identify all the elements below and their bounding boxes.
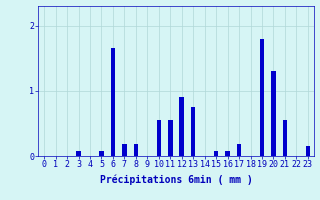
Bar — [76, 151, 81, 156]
X-axis label: Précipitations 6min ( mm ): Précipitations 6min ( mm ) — [100, 175, 252, 185]
Bar — [214, 151, 219, 156]
Bar — [225, 151, 230, 156]
Bar — [271, 71, 276, 156]
Bar — [191, 107, 196, 156]
Bar — [237, 144, 241, 156]
Bar — [156, 120, 161, 156]
Bar — [122, 144, 127, 156]
Bar — [99, 151, 104, 156]
Bar — [283, 120, 287, 156]
Bar — [168, 120, 172, 156]
Bar — [180, 97, 184, 156]
Bar — [260, 39, 264, 156]
Bar — [133, 144, 138, 156]
Bar — [306, 146, 310, 156]
Bar — [111, 48, 115, 156]
